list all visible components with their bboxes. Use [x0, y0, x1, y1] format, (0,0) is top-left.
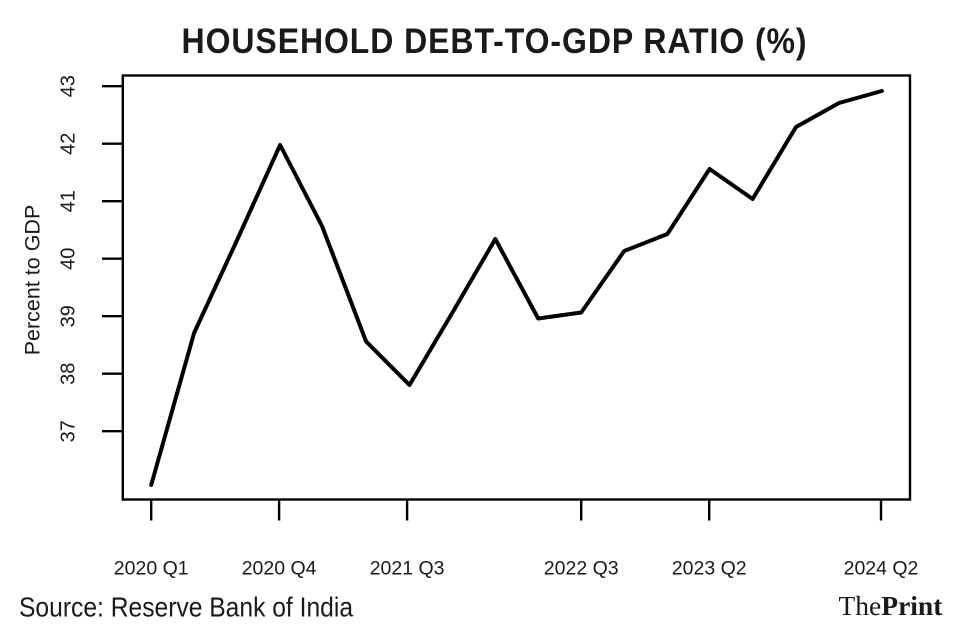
svg-text:42: 42: [58, 133, 80, 155]
svg-text:2022 Q3: 2022 Q3: [544, 558, 619, 580]
svg-text:39: 39: [58, 305, 80, 327]
svg-text:2021 Q3: 2021 Q3: [370, 558, 445, 580]
svg-text:HOUSEHOLD DEBT-TO-GDP RATIO (%: HOUSEHOLD DEBT-TO-GDP RATIO (%): [182, 23, 808, 62]
svg-text:2024 Q2: 2024 Q2: [844, 558, 919, 580]
svg-text:ThePrint: ThePrint: [839, 590, 944, 621]
svg-text:2020 Q1: 2020 Q1: [114, 558, 189, 580]
svg-text:2020 Q4: 2020 Q4: [242, 558, 317, 580]
svg-text:40: 40: [58, 248, 80, 270]
svg-text:41: 41: [58, 190, 80, 212]
svg-text:Percent to GDP: Percent to GDP: [21, 205, 45, 356]
svg-text:37: 37: [58, 420, 80, 442]
svg-text:38: 38: [58, 363, 80, 385]
svg-text:43: 43: [58, 75, 80, 97]
svg-text:Source: Reserve Bank of India: Source: Reserve Bank of India: [19, 591, 353, 623]
svg-text:2023 Q2: 2023 Q2: [672, 558, 747, 580]
